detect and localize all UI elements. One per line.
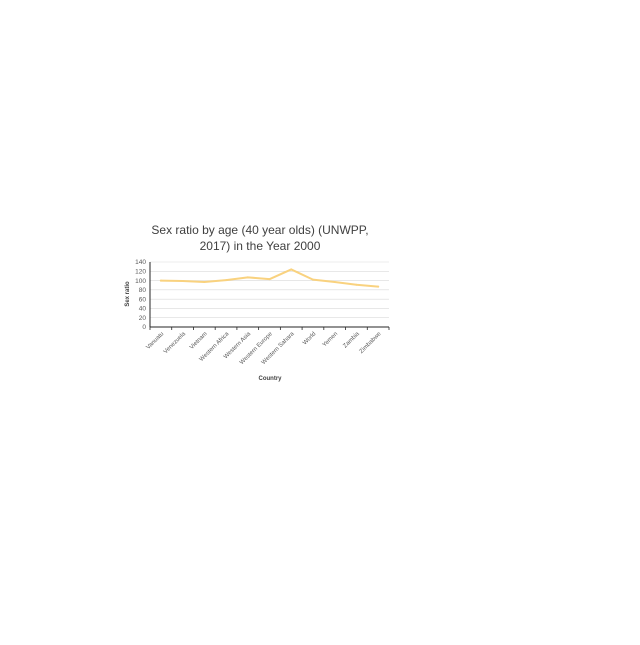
- series-line: [159, 268, 380, 288]
- y-tick-label: 40: [139, 306, 147, 313]
- data-point: [290, 268, 293, 271]
- data-point: [311, 278, 314, 281]
- data-point: [225, 279, 228, 282]
- chart-title-line-1: Sex ratio by age (40 year olds) (UNWPP,: [151, 223, 368, 237]
- y-tick-label: 0: [142, 324, 146, 331]
- data-point: [246, 276, 249, 279]
- y-tick-label: 60: [139, 296, 147, 303]
- y-tick-label: 80: [139, 287, 147, 294]
- x-axis-label: Country: [259, 376, 283, 382]
- y-axis-label: Sex ratio: [125, 281, 131, 307]
- x-tick-label: Venezuela: [163, 331, 188, 356]
- x-tick-label: Zimbabwe: [359, 331, 383, 355]
- y-tick-label: 20: [139, 315, 147, 322]
- data-point: [333, 280, 336, 283]
- chart-title-line-2: 2017) in the Year 2000: [200, 239, 321, 253]
- data-point: [203, 280, 206, 283]
- series-layer: [159, 268, 380, 288]
- data-point: [268, 278, 271, 281]
- y-tick-label: 100: [135, 278, 146, 285]
- data-point: [355, 283, 358, 286]
- data-point: [377, 285, 380, 288]
- x-tick-label: Yemen: [322, 331, 339, 348]
- x-tick-label: Vanuatu: [146, 331, 166, 351]
- gridlines: [150, 261, 389, 319]
- data-point: [181, 280, 184, 283]
- y-tick-labels: 0 20 40 60 80 100 120 140: [135, 259, 146, 331]
- y-tick-label: 120: [135, 268, 146, 275]
- data-point: [159, 279, 162, 282]
- chart-title: Sex ratio by age (40 year olds) (UNWPP, …: [151, 223, 368, 253]
- x-tick-label: World: [302, 331, 317, 346]
- x-tick-label: Vietnam: [189, 331, 209, 351]
- x-tick-label: Zambia: [342, 331, 361, 350]
- y-tick-label: 140: [135, 259, 146, 266]
